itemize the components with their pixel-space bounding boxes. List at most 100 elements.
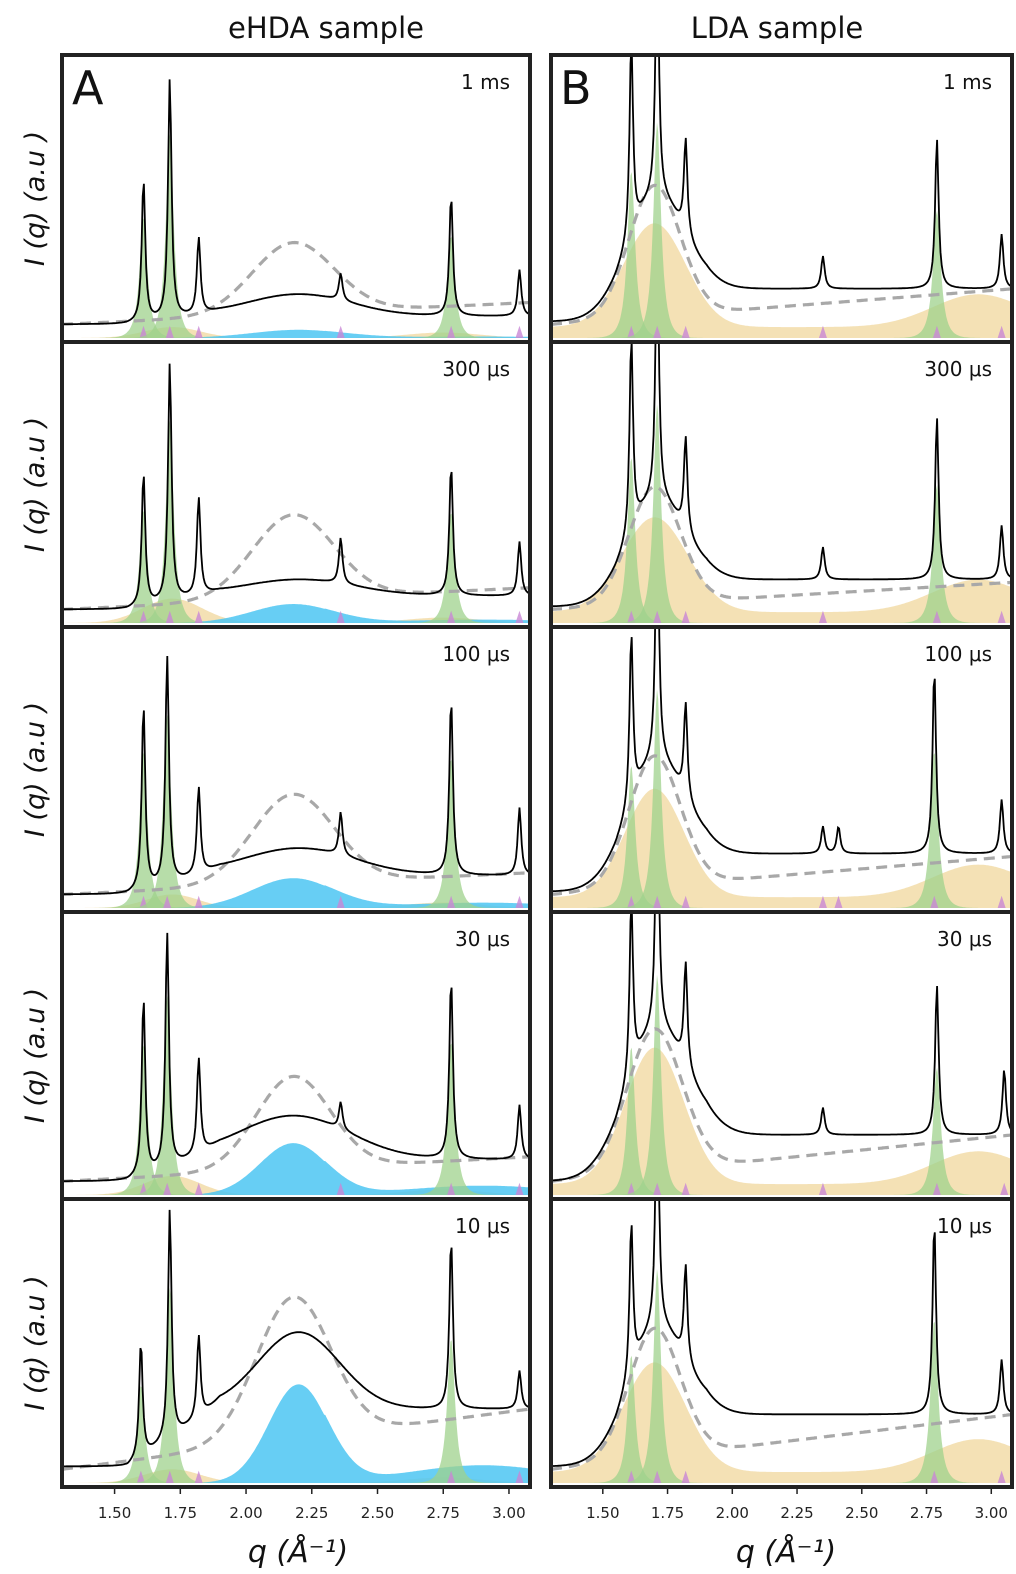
x-tick-label: 2.50 (361, 1504, 394, 1522)
bragg-marker (447, 610, 456, 623)
time-label: 10 μs (937, 1214, 992, 1238)
reference-dashed-curve (551, 1326, 1012, 1471)
panel-A-4 (60, 910, 532, 1201)
ice-peak-fill (62, 237, 530, 338)
reference-dashed-curve (551, 183, 1012, 326)
panel-content (551, 342, 1012, 623)
hda-fill-area (62, 1384, 530, 1483)
panel-B-3 (549, 625, 1014, 914)
hda-fill-area (62, 604, 530, 623)
panel-B-4 (549, 910, 1014, 1201)
bragg-marker (627, 325, 636, 338)
panel-frame (549, 1197, 1014, 1489)
bragg-marker (818, 325, 827, 338)
x-tick-label: 1.75 (651, 1504, 684, 1522)
bragg-marker (932, 1182, 941, 1195)
bragg-marker (681, 895, 690, 908)
time-label: 100 μs (442, 642, 510, 666)
panel-frame (60, 625, 532, 914)
bragg-marker (447, 325, 456, 338)
bragg-marker (165, 1470, 174, 1483)
panel-content (551, 55, 1012, 339)
bragg-marker (165, 325, 174, 338)
x-tick-label: 2.50 (845, 1504, 878, 1522)
ice-peak-fill (62, 420, 530, 623)
bragg-marker (653, 325, 662, 338)
bragg-marker (627, 1182, 636, 1195)
bragg-marker (447, 895, 456, 908)
x-tick-label: 1.50 (586, 1504, 619, 1522)
bragg-marker (834, 895, 843, 908)
bragg-marker (818, 610, 827, 623)
panel-A-1 (60, 53, 532, 344)
time-label: 30 μs (455, 927, 510, 951)
hda-fill-area (62, 329, 530, 338)
y-axis-label: I (q) (a.u ) (20, 131, 51, 266)
time-label: 1 ms (461, 70, 510, 94)
panel-frame (60, 1197, 532, 1489)
x-tick-label: 2.75 (910, 1504, 943, 1522)
measured-curve (551, 1199, 1012, 1467)
column-title-lda: LDA sample (691, 11, 863, 45)
bragg-marker (515, 325, 524, 338)
bragg-marker (194, 1470, 203, 1483)
panel-content (62, 363, 530, 623)
bragg-marker (653, 1182, 662, 1195)
bragg-marker (932, 610, 941, 623)
x-tick-label: 2.25 (295, 1504, 328, 1522)
hda-fill-area (62, 878, 530, 908)
x-tick-label: 1.75 (164, 1504, 197, 1522)
reference-dashed-curve (551, 1027, 1012, 1183)
time-label: 30 μs (937, 927, 992, 951)
time-label: 10 μs (455, 1214, 510, 1238)
panel-letter-a: A (72, 61, 104, 115)
x-tick-label: 3.00 (975, 1504, 1008, 1522)
bragg-marker (681, 610, 690, 623)
measured-curve (551, 55, 1012, 323)
bragg-marker (447, 1470, 456, 1483)
measured-curve (62, 932, 530, 1182)
y-axis-label: I (q) (a.u ) (20, 702, 51, 837)
bragg-marker (681, 325, 690, 338)
bragg-marker (336, 895, 345, 908)
column-title-ehda: eHDA sample (228, 11, 424, 45)
time-label: 300 μs (924, 357, 992, 381)
time-label: 100 μs (924, 642, 992, 666)
x-axis-label-a: q (Å⁻¹) (248, 1534, 348, 1570)
panel-B-1 (549, 53, 1014, 344)
panel-content (62, 932, 530, 1195)
panel-A-5 (60, 1197, 532, 1489)
bragg-marker (515, 610, 524, 623)
bragg-marker (336, 325, 345, 338)
bragg-marker (165, 610, 174, 623)
bragg-marker (997, 1470, 1006, 1483)
panel-content (551, 627, 1012, 908)
panel-A-2 (60, 340, 532, 629)
bragg-marker (515, 895, 524, 908)
panel-content (551, 1199, 1012, 1483)
x-tick-label: 1.50 (98, 1504, 131, 1522)
measured-curve (62, 79, 530, 325)
bragg-marker (997, 895, 1006, 908)
bragg-marker (932, 325, 941, 338)
y-axis-label: I (q) (a.u ) (20, 1275, 51, 1410)
measured-curve (551, 627, 1012, 893)
bragg-marker (818, 895, 827, 908)
panel-frame (60, 340, 532, 629)
bragg-marker (447, 1182, 456, 1195)
hda-fill-area (62, 1143, 530, 1195)
bragg-marker (930, 1470, 939, 1483)
panel-content (62, 655, 530, 908)
bragg-marker (681, 1470, 690, 1483)
panel-content (551, 912, 1012, 1195)
reference-dashed-curve (62, 1074, 530, 1183)
x-axis-label-b: q (Å⁻¹) (736, 1534, 836, 1570)
bragg-marker (818, 1182, 827, 1195)
measured-curve (551, 342, 1012, 608)
reference-dashed-curve (62, 513, 530, 611)
bragg-marker (653, 1470, 662, 1483)
reference-dashed-curve (62, 240, 530, 326)
bragg-marker (194, 610, 203, 623)
bragg-marker (194, 325, 203, 338)
